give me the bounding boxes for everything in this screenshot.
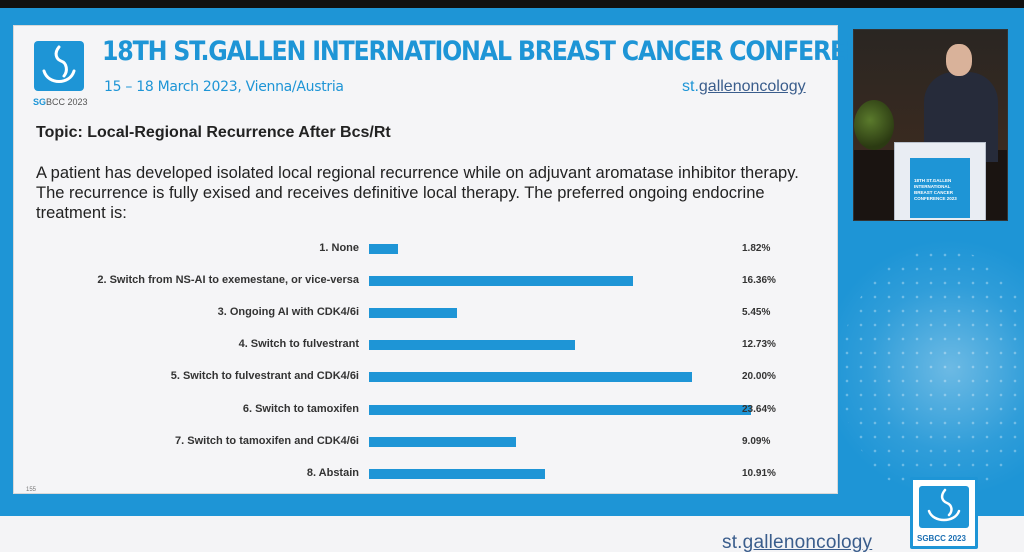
answer-bar [369,244,399,254]
answer-option-label: 5. Switch to fulvestrant and CDK4/6i [170,370,359,383]
answer-percentage: 10.91% [742,467,776,479]
answer-bar [369,276,634,287]
background-glow [820,238,1024,498]
answer-option-label: 4. Switch to fulvestrant [238,338,359,351]
presentation-slide: SGBCC 2023 18TH ST.GALLEN INTERNATIONAL … [13,25,964,494]
footer-logo-year: SGBCC 2023 [917,534,966,543]
conference-subtitle: 15 – 18 March 2023, Vienna/Austria [104,79,344,95]
answer-bar [369,308,458,319]
video-plant [854,100,894,150]
speaker-head [946,44,972,76]
sgbcc-logo-icon [34,41,84,91]
answer-bar [369,468,546,479]
topic-heading: Topic: Local-Regional Recurrence After B… [36,124,391,141]
speaker-video-feed: 18TH ST.GALLEN INTERNATIONAL BREAST CANC… [853,29,1008,221]
answer-percentage: 12.73% [742,339,776,351]
answer-percentage: 16.36% [742,275,776,287]
brand-logo: st.gallenoncology [682,78,806,95]
podium-text: 18TH ST.GALLEN INTERNATIONAL BREAST CANC… [914,178,957,201]
answer-option-label: 3. Ongoing AI with CDK4/6i [217,306,359,319]
podium-banner [910,158,970,218]
answer-bar [369,340,575,351]
answer-percentage: 9.09% [742,435,771,447]
footer-sgbcc-logo-icon: SGBCC 2023 [910,477,978,549]
logo-year: SGBCC 2023 [33,97,88,107]
answer-bar [369,372,693,383]
answer-option-label: 6. Switch to tamoxifen [242,402,359,415]
answer-bar [369,436,516,447]
answer-bar [369,404,751,415]
footer-logo-mark [919,486,969,528]
footer-brand-logo: st.gallenoncology [722,532,873,552]
background-dot-pattern [840,248,1024,498]
slide-number: 155 [26,487,37,493]
answer-percentage: 20.00% [742,371,776,383]
footer-bar [0,516,1024,552]
answer-percentage: 5.45% [742,307,771,319]
answer-percentage: 23.64% [742,403,776,415]
answer-option-label: 2. Switch from NS-AI to exemestane, or v… [97,274,359,287]
answer-percentage: 1.82% [742,243,771,254]
top-edge [0,0,1024,8]
question-text: A patient has developed isolated local r… [36,164,799,222]
answer-option-label: 8. Abstain [306,466,359,479]
conference-title: 18TH ST.GALLEN INTERNATIONAL BREAST CANC… [102,36,964,67]
answer-option-label: 1. None [319,242,359,254]
answer-option-label: 7. Switch to tamoxifen and CDK4/6i [175,434,359,447]
